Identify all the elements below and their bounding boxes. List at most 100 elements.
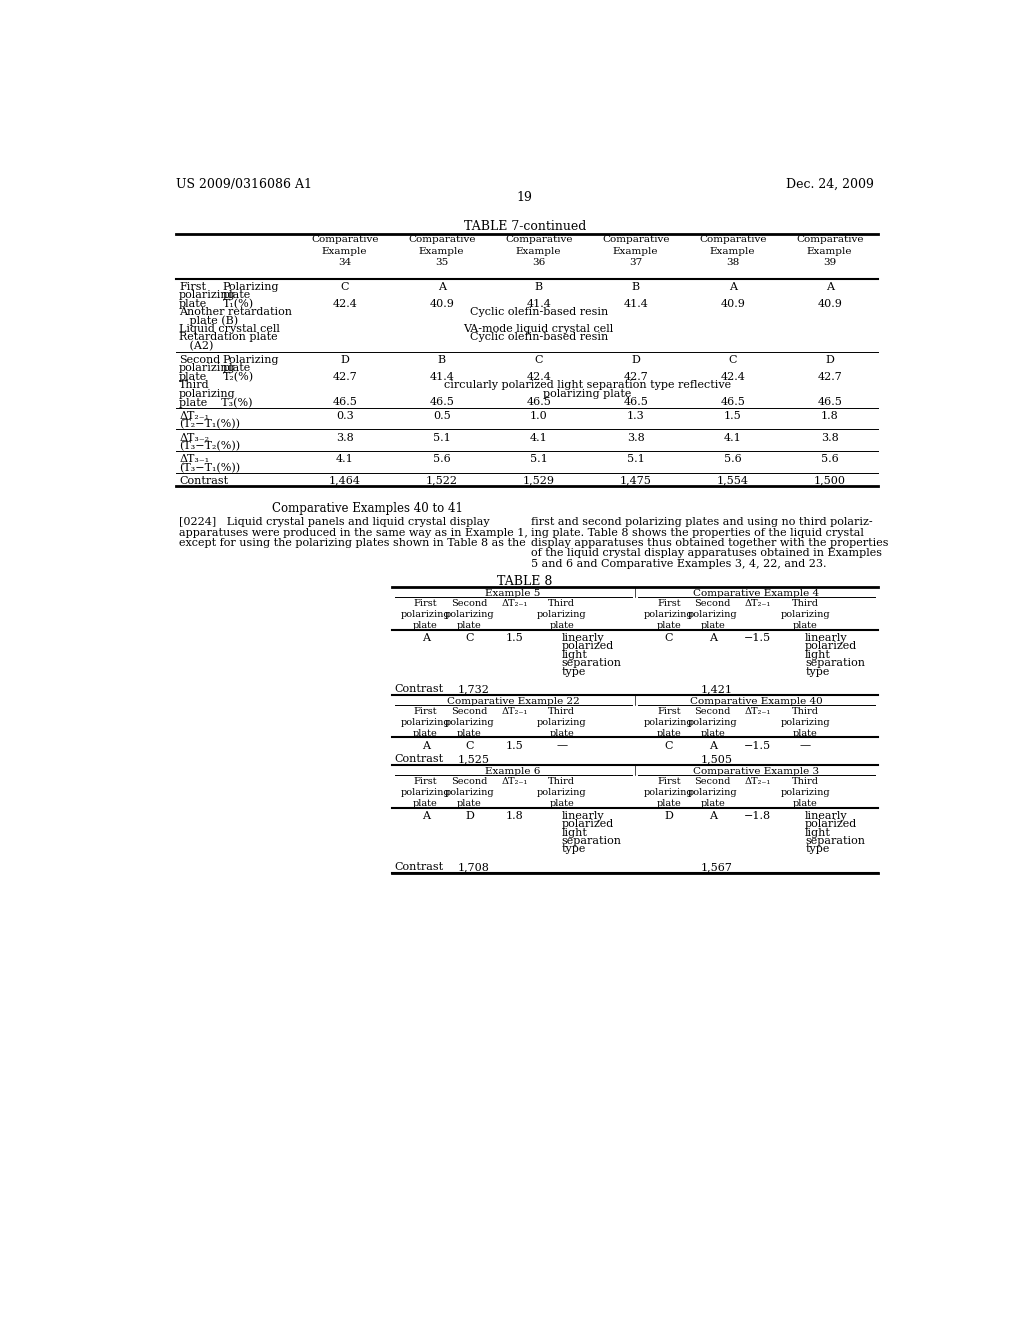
Text: D: D bbox=[631, 355, 640, 364]
Text: ΔT₂₋₁: ΔT₂₋₁ bbox=[501, 599, 527, 607]
Text: display apparatuses thus obtained together with the properties: display apparatuses thus obtained togeth… bbox=[531, 539, 889, 548]
Text: 1,421: 1,421 bbox=[700, 684, 732, 694]
Text: plate (B): plate (B) bbox=[179, 315, 239, 326]
Text: 46.5: 46.5 bbox=[720, 397, 745, 407]
Text: C: C bbox=[465, 741, 474, 751]
Text: 1,708: 1,708 bbox=[458, 862, 489, 873]
Text: ΔT₂₋₁: ΔT₂₋₁ bbox=[501, 706, 527, 715]
Text: 1,500: 1,500 bbox=[814, 475, 846, 486]
Text: 46.5: 46.5 bbox=[332, 397, 357, 407]
Text: T₁(%): T₁(%) bbox=[222, 298, 254, 309]
Text: plate: plate bbox=[222, 290, 251, 300]
Text: C: C bbox=[535, 355, 543, 364]
Text: 4.1: 4.1 bbox=[336, 454, 353, 465]
Text: Second
polarizing
plate: Second polarizing plate bbox=[444, 706, 495, 738]
Text: Comparative
Example
37: Comparative Example 37 bbox=[602, 235, 670, 268]
Text: Third
polarizing
plate: Third polarizing plate bbox=[537, 776, 587, 808]
Text: Third
polarizing
plate: Third polarizing plate bbox=[537, 706, 587, 738]
Text: 42.4: 42.4 bbox=[526, 372, 551, 381]
Text: light: light bbox=[805, 828, 831, 837]
Text: 1.5: 1.5 bbox=[724, 411, 741, 421]
Text: US 2009/0316086 A1: US 2009/0316086 A1 bbox=[176, 178, 312, 190]
Text: 1,529: 1,529 bbox=[522, 475, 555, 486]
Text: polarized: polarized bbox=[562, 818, 614, 829]
Text: First
polarizing
plate: First polarizing plate bbox=[400, 776, 451, 808]
Text: Third
polarizing
plate: Third polarizing plate bbox=[780, 599, 830, 630]
Text: First: First bbox=[179, 281, 206, 292]
Text: (T₃−T₂(%)): (T₃−T₂(%)) bbox=[179, 441, 241, 451]
Text: 42.4: 42.4 bbox=[332, 298, 357, 309]
Text: TABLE 8: TABLE 8 bbox=[497, 576, 553, 587]
Text: 1.8: 1.8 bbox=[821, 411, 839, 421]
Text: C: C bbox=[340, 281, 349, 292]
Text: 5 and 6 and Comparative Examples 3, 4, 22, and 23.: 5 and 6 and Comparative Examples 3, 4, 2… bbox=[531, 558, 826, 569]
Text: −1.8: −1.8 bbox=[744, 810, 771, 821]
Text: type: type bbox=[562, 845, 586, 854]
Text: A: A bbox=[422, 741, 430, 751]
Text: Contrast: Contrast bbox=[394, 755, 443, 764]
Text: plate    T₃(%): plate T₃(%) bbox=[179, 397, 253, 408]
Text: polarized: polarized bbox=[805, 818, 857, 829]
Text: B: B bbox=[632, 281, 640, 292]
Text: [0224]   Liquid crystal panels and liquid crystal display: [0224] Liquid crystal panels and liquid … bbox=[179, 517, 489, 527]
Text: D: D bbox=[665, 810, 674, 821]
Text: Second
polarizing
plate: Second polarizing plate bbox=[688, 776, 737, 808]
Text: A: A bbox=[825, 281, 834, 292]
Text: Third
polarizing
plate: Third polarizing plate bbox=[780, 706, 830, 738]
Text: linearly: linearly bbox=[805, 632, 848, 643]
Text: First
polarizing
plate: First polarizing plate bbox=[400, 599, 451, 630]
Text: 1,554: 1,554 bbox=[717, 475, 749, 486]
Text: 40.9: 40.9 bbox=[817, 298, 842, 309]
Text: Example 6: Example 6 bbox=[485, 767, 541, 776]
Text: A: A bbox=[437, 281, 445, 292]
Text: of the liquid crystal display apparatuses obtained in Examples: of the liquid crystal display apparatuse… bbox=[531, 548, 882, 558]
Text: Liquid crystal cell: Liquid crystal cell bbox=[179, 323, 280, 334]
Text: Second: Second bbox=[179, 355, 220, 364]
Text: 5.1: 5.1 bbox=[433, 433, 451, 442]
Text: Comparative
Example
34: Comparative Example 34 bbox=[311, 235, 379, 268]
Text: ΔT₂₋₁: ΔT₂₋₁ bbox=[179, 411, 209, 421]
Text: plate: plate bbox=[179, 372, 208, 381]
Text: Retardation plate: Retardation plate bbox=[179, 333, 278, 342]
Text: 5.6: 5.6 bbox=[433, 454, 451, 465]
Text: Contrast: Contrast bbox=[394, 684, 443, 694]
Text: B: B bbox=[437, 355, 445, 364]
Text: 1.5: 1.5 bbox=[506, 632, 523, 643]
Text: linearly: linearly bbox=[562, 810, 604, 821]
Text: Another retardation: Another retardation bbox=[179, 308, 292, 317]
Text: Comparative
Example
38: Comparative Example 38 bbox=[699, 235, 766, 268]
Text: Second
polarizing
plate: Second polarizing plate bbox=[688, 599, 737, 630]
Text: ΔT₃₋₂: ΔT₃₋₂ bbox=[179, 433, 209, 442]
Text: 46.5: 46.5 bbox=[624, 397, 648, 407]
Text: 42.7: 42.7 bbox=[624, 372, 648, 381]
Text: apparatuses were produced in the same way as in Example 1,: apparatuses were produced in the same wa… bbox=[179, 528, 528, 537]
Text: first and second polarizing plates and using no third polariz-: first and second polarizing plates and u… bbox=[531, 517, 872, 527]
Text: D: D bbox=[825, 355, 835, 364]
Text: polarizing: polarizing bbox=[179, 363, 236, 374]
Text: Comparative Example 22: Comparative Example 22 bbox=[446, 697, 580, 706]
Text: 41.4: 41.4 bbox=[526, 298, 551, 309]
Text: Comparative Example 40: Comparative Example 40 bbox=[690, 697, 823, 706]
Text: light: light bbox=[805, 649, 831, 660]
Text: Contrast: Contrast bbox=[394, 862, 443, 873]
Text: Polarizing: Polarizing bbox=[222, 355, 280, 364]
Text: C: C bbox=[728, 355, 737, 364]
Text: ΔT₂₋₁: ΔT₂₋₁ bbox=[744, 599, 771, 607]
Text: 5.6: 5.6 bbox=[724, 454, 741, 465]
Text: 3.8: 3.8 bbox=[821, 433, 839, 442]
Text: (T₂−T₁(%)): (T₂−T₁(%)) bbox=[179, 420, 241, 430]
Text: A: A bbox=[729, 281, 736, 292]
Text: VA-mode liquid crystal cell: VA-mode liquid crystal cell bbox=[464, 323, 613, 334]
Text: —: — bbox=[800, 741, 811, 751]
Text: linearly: linearly bbox=[562, 632, 604, 643]
Text: 5.6: 5.6 bbox=[821, 454, 839, 465]
Text: Third: Third bbox=[179, 380, 210, 391]
Text: polarized: polarized bbox=[805, 642, 857, 651]
Text: type: type bbox=[562, 667, 586, 677]
Text: A: A bbox=[709, 741, 717, 751]
Text: separation: separation bbox=[562, 659, 622, 668]
Text: ΔT₂₋₁: ΔT₂₋₁ bbox=[744, 706, 771, 715]
Text: First
polarizing
plate: First polarizing plate bbox=[644, 776, 693, 808]
Text: Comparative
Example
36: Comparative Example 36 bbox=[505, 235, 572, 268]
Text: A: A bbox=[422, 632, 430, 643]
